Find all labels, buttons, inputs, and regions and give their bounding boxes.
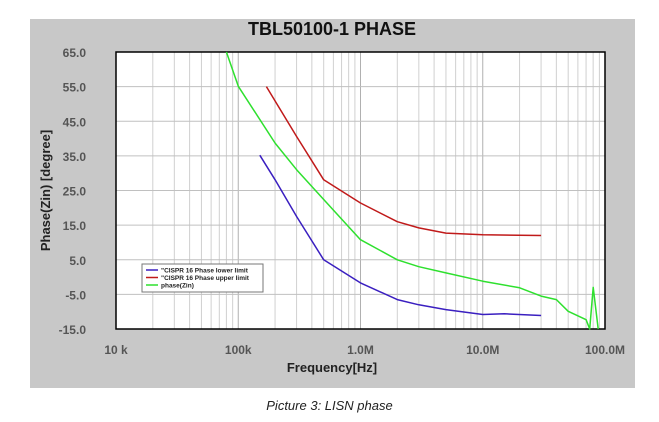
y-tick-label: 45.0 [63, 115, 87, 129]
legend-label: phase(Zin) [161, 283, 194, 290]
y-tick-label: 5.0 [69, 254, 86, 268]
phase-chart: 65.0 55.0 45.0 35.0 25.0 15.0 5.0 -5.0 -15.0 10 k… [38, 19, 625, 375]
y-tick-label: -5.0 [65, 288, 86, 302]
x-tick-label: 100k [225, 343, 252, 357]
series-line-0 [259, 154, 542, 317]
legend-label: "CISPR 16 Phase upper limit [161, 275, 250, 282]
y-tick-label: 35.0 [63, 150, 87, 164]
x-tick-label: 100.0M [585, 343, 625, 357]
y-tick-label: 55.0 [63, 81, 87, 95]
y-tick-label: 65.0 [63, 46, 87, 60]
legend-box [141, 263, 264, 293]
y-tick-label: -15.0 [59, 323, 87, 337]
y-tick-label: 15.0 [63, 219, 87, 233]
x-tick-label: 10 k [104, 343, 128, 357]
y-axis-label: Phase(Zin) [degree] [38, 130, 53, 251]
x-tick-label: 10.0M [466, 343, 499, 357]
chart-frame: 65.0 55.0 45.0 35.0 25.0 15.0 5.0 -5.0 -15.0 10 k… [30, 19, 635, 388]
chart-title: TBL50100-1 PHASE [248, 19, 416, 39]
x-tick-label: 1.0M [347, 343, 374, 357]
plot-border [115, 51, 606, 330]
y-tick-label: 25.0 [63, 185, 87, 199]
series-line-1 [265, 86, 542, 237]
series-line-2 [225, 51, 599, 330]
x-axis-label: Frequency[Hz] [287, 360, 377, 375]
legend-label: "CISPR 16 Phase lower limit [161, 268, 249, 275]
figure-caption: Picture 3: LISN phase [266, 398, 393, 413]
